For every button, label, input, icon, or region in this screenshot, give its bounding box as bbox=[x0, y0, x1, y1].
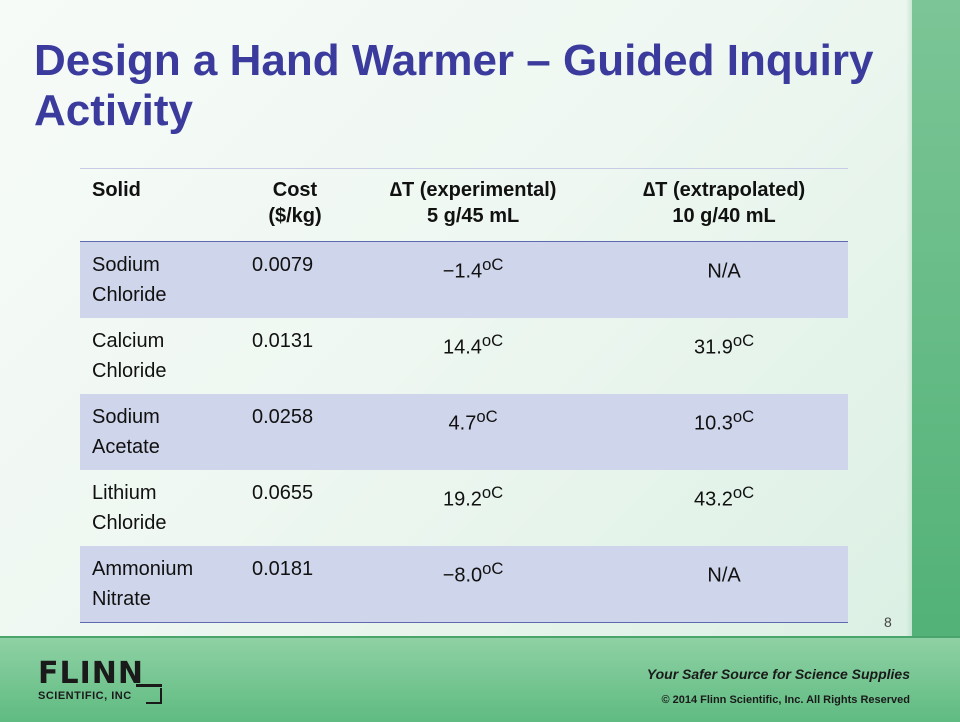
right-strip-edge bbox=[906, 0, 912, 636]
degree-unit: oC bbox=[481, 483, 504, 502]
cell-solid: Calcium Chloride bbox=[92, 330, 167, 382]
logo-bracket bbox=[146, 688, 162, 704]
cell-dt-experimental: 14.4oC bbox=[442, 331, 504, 359]
cell-solid: Lithium Chloride bbox=[92, 482, 167, 534]
logo-wordmark: FLINN bbox=[38, 656, 144, 691]
degree-unit: oC bbox=[732, 407, 755, 426]
right-accent-strip bbox=[912, 0, 960, 636]
header-solid: Solid bbox=[80, 168, 244, 242]
cell-dt-experimental: 19.2oC bbox=[442, 483, 504, 511]
header-dt-extrapolated: ∆T (extrapolated) 10 g/40 mL bbox=[600, 168, 848, 242]
hand-warmer-table: Solid Cost ($/kg) ∆T (experimental) 5 g/45… bbox=[80, 168, 848, 623]
flinn-logo: FLINN SCIENTIFIC, INC bbox=[38, 658, 168, 708]
degree-unit: oC bbox=[732, 331, 755, 350]
degree-unit: oC bbox=[481, 331, 504, 350]
header-dt-experimental: ∆T (experimental) 5 g/45 mL bbox=[346, 168, 601, 242]
cell-cost: 0.0258 bbox=[244, 394, 346, 470]
degree-unit: oC bbox=[482, 559, 504, 578]
degree-unit: oC bbox=[482, 255, 504, 274]
slide-title: Design a Hand Warmer – Guided Inquiry Ac… bbox=[34, 36, 874, 135]
table-row: Sodium Acetate 0.0258 4.7oC 10.3oC bbox=[80, 394, 848, 470]
table-row: Sodium Chloride 0.0079 −1.4oC N/A bbox=[80, 241, 848, 318]
table-row: Ammonium Nitrate 0.0181 −8.0oC N/A bbox=[80, 546, 848, 623]
cell-solid: Sodium Chloride bbox=[80, 241, 244, 318]
page-number: 8 bbox=[884, 614, 892, 630]
cell-cost: 0.0181 bbox=[244, 546, 346, 623]
table-row: Lithium Chloride 0.0655 19.2oC 43.2oC bbox=[80, 470, 848, 546]
cell-dt-extrapolated: N/A bbox=[600, 241, 848, 318]
cell-cost: 0.0079 bbox=[244, 241, 346, 318]
cell-dt-experimental: 4.7oC bbox=[346, 394, 601, 470]
cell-dt-extrapolated: N/A bbox=[600, 546, 848, 623]
footer-copyright: © 2014 Flinn Scientific, Inc. All Rights… bbox=[661, 694, 910, 706]
footer-bar: FLINN SCIENTIFIC, INC Your Safer Source … bbox=[0, 636, 960, 722]
footer-tagline: Your Safer Source for Science Supplies bbox=[646, 666, 910, 682]
cell-dt-extrapolated: 43.2oC bbox=[693, 483, 755, 511]
logo-subtitle: SCIENTIFIC, INC bbox=[38, 690, 132, 702]
cell-cost: 0.0655 bbox=[252, 482, 314, 504]
header-cost: Cost ($/kg) bbox=[244, 168, 346, 242]
logo-bar bbox=[136, 684, 162, 687]
cell-dt-experimental: −1.4oC bbox=[346, 241, 601, 318]
cell-dt-extrapolated: 31.9oC bbox=[693, 331, 755, 359]
cell-dt-experimental: −8.0oC bbox=[346, 546, 601, 623]
degree-unit: oC bbox=[732, 483, 755, 502]
cell-cost: 0.0131 bbox=[252, 330, 314, 352]
degree-unit: oC bbox=[476, 407, 498, 426]
table-row: Calcium Chloride 0.0131 14.4oC 31.9oC bbox=[80, 318, 848, 394]
cell-solid: Ammonium Nitrate bbox=[80, 546, 244, 623]
cell-solid: Sodium Acetate bbox=[80, 394, 244, 470]
cell-dt-extrapolated: 10.3oC bbox=[600, 394, 848, 470]
table-header-row: Solid Cost ($/kg) ∆T (experimental) 5 g/45… bbox=[80, 168, 848, 242]
